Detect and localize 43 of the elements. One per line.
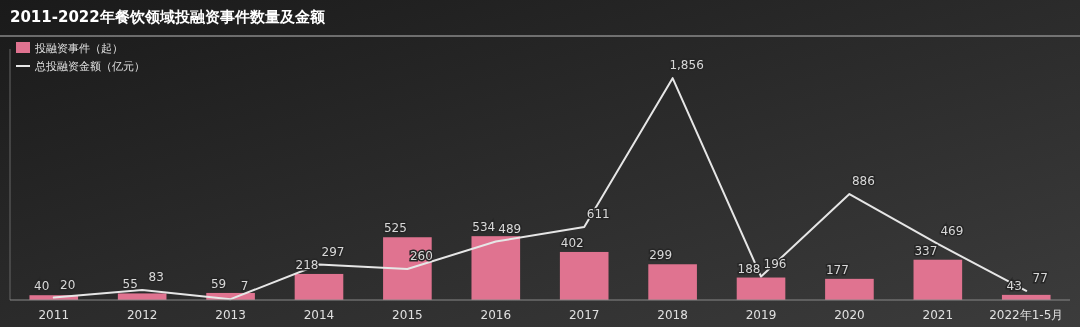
x-tick-label: 2012 xyxy=(126,308,158,322)
data-label: 534 xyxy=(472,220,496,235)
chart-title: 2011-2022年餐饮领域投融资事件数量及金额 xyxy=(10,8,326,26)
x-tick-label: 2011 xyxy=(38,308,70,322)
x-tick-label: 2013 xyxy=(215,308,246,322)
bar xyxy=(559,251,609,300)
x-tick-label: 2022年1-5月 xyxy=(989,308,1064,322)
data-label: 55 xyxy=(122,277,138,292)
data-label: 260 xyxy=(409,248,433,263)
bar xyxy=(825,278,874,300)
legend-label: 总投融资金额（亿元） xyxy=(34,60,145,73)
data-label: 7 xyxy=(240,279,249,294)
bar xyxy=(648,264,697,300)
data-label: 177 xyxy=(825,262,849,277)
x-tick-label: 2014 xyxy=(303,308,335,322)
legend-label: 投融资事件（起） xyxy=(34,42,123,55)
x-tick-label: 2019 xyxy=(745,308,777,322)
bar xyxy=(117,293,167,300)
x-tick-label: 2018 xyxy=(657,308,688,322)
data-label: 40 xyxy=(34,279,50,294)
bar xyxy=(913,259,963,300)
data-label: 218 xyxy=(295,257,319,272)
x-tick-label: 2016 xyxy=(480,308,512,322)
data-label: 83 xyxy=(148,270,164,285)
data-label: 337 xyxy=(914,243,938,258)
data-label: 402 xyxy=(560,235,584,250)
x-tick-label: 2015 xyxy=(392,308,423,322)
x-tick-label: 2020 xyxy=(834,308,865,322)
data-label: 77 xyxy=(1032,270,1048,285)
data-label: 297 xyxy=(321,244,345,259)
bar xyxy=(736,277,786,300)
data-label: 469 xyxy=(940,223,964,238)
data-label: 299 xyxy=(649,248,673,263)
data-label: 20 xyxy=(60,277,76,292)
x-tick-label: 2017 xyxy=(568,308,600,322)
data-label: 489 xyxy=(498,221,522,236)
x-tick-label: 2021 xyxy=(922,308,954,322)
data-label: 59 xyxy=(210,276,227,291)
data-label: 1,856 xyxy=(669,58,704,73)
data-label: 525 xyxy=(383,221,407,236)
data-label: 886 xyxy=(851,174,875,189)
bar xyxy=(471,236,521,300)
bar xyxy=(294,273,344,300)
